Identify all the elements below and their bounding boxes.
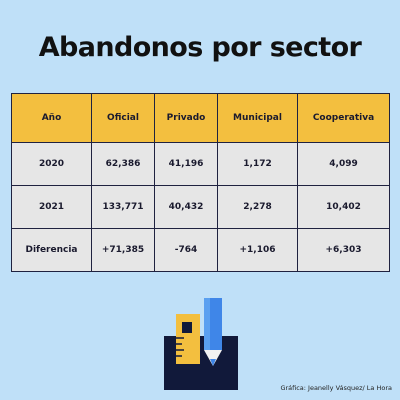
header-cell: Año [11,93,92,143]
table-cell: 40,432 [154,185,218,229]
header-cell: Oficial [91,93,155,143]
table-cell: 1,172 [217,142,298,186]
table-cell: +1,106 [217,228,298,272]
stationery-illustration [164,298,238,390]
header-cell: Municipal [217,93,298,143]
table-cell: 41,196 [154,142,218,186]
credit-text: Gráfica: Jeanelly Vásquez/ La Hora [280,384,392,392]
table-header-row: Año Oficial Privado Municipal Cooperativ… [11,93,390,143]
header-cell: Cooperativa [297,93,390,143]
table-row: Diferencia +71,385 -764 +1,106 +6,303 [11,228,390,272]
table-row: 2020 62,386 41,196 1,172 4,099 [11,142,390,186]
table-cell: 2021 [11,185,92,229]
table-cell: +71,385 [91,228,155,272]
table-cell: 62,386 [91,142,155,186]
table-cell: -764 [154,228,218,272]
header-cell: Privado [154,93,218,143]
pencil-cup-icon [164,336,238,390]
table-cell: 2,278 [217,185,298,229]
table-cell: 133,771 [91,185,155,229]
table-cell: 4,099 [297,142,390,186]
sector-table: Año Oficial Privado Municipal Cooperativ… [11,93,390,272]
pencil-icon [204,298,222,366]
table-cell: +6,303 [297,228,390,272]
table-cell: Diferencia [11,228,92,272]
ruler-icon [176,314,200,364]
table-row: 2021 133,771 40,432 2,278 10,402 [11,185,390,229]
table-cell: 2020 [11,142,92,186]
page-title: Abandonos por sector [38,32,362,63]
table-cell: 10,402 [297,185,390,229]
